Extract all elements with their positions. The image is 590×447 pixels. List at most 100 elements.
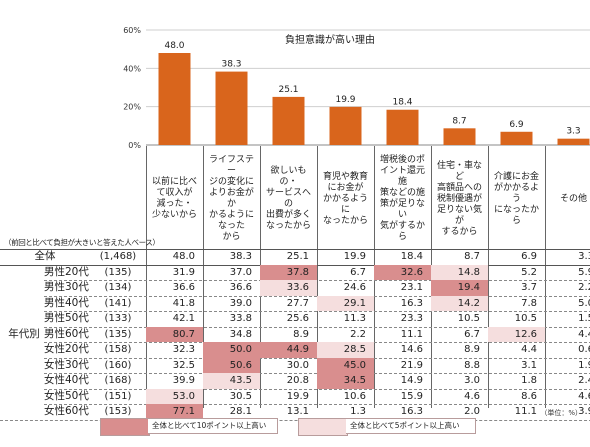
table-cell: 32.5 [172, 359, 195, 371]
row-separator [44, 326, 590, 328]
table-cell: 28.1 [229, 406, 252, 417]
column-header-line: その他 [559, 193, 587, 204]
table-cell: 27.7 [286, 297, 309, 309]
table-cell: 2.2 [350, 328, 366, 340]
column-header-line: がかかるよう [493, 182, 539, 204]
table-cell: 38.3 [229, 251, 252, 262]
table-cell: 30.0 [286, 359, 309, 371]
column-divider [488, 146, 489, 408]
y-tick-label: 20% [123, 103, 141, 112]
bar [443, 128, 476, 145]
table-cell: 1.5 [578, 313, 590, 324]
bar [329, 106, 362, 145]
table-cell: 6.9 [521, 251, 537, 262]
group-label: 年代別 [8, 328, 40, 340]
table-cell: 13.1 [286, 406, 309, 417]
table-cell: 25.1 [286, 251, 309, 262]
row-separator [44, 388, 590, 390]
table-cell: 14.2 [431, 295, 488, 311]
column-header-line: 出費が多く [265, 210, 311, 220]
bar [215, 71, 248, 145]
table-cell: 8.8 [464, 359, 480, 371]
sample-size: (1,468) [99, 251, 137, 262]
bar [158, 53, 191, 145]
row-label: 女性30代 [44, 358, 89, 371]
table-cell: 34.8 [229, 328, 252, 340]
table-cell: 4.6 [578, 390, 590, 402]
table-cell: 2.0 [464, 406, 480, 417]
table-cell: 5.2 [521, 266, 537, 278]
row-label: 男性30代 [44, 281, 89, 293]
table-cell: 39.9 [172, 375, 195, 386]
bar [557, 138, 590, 145]
table-cell: 53.0 [146, 388, 203, 404]
table-row: 女性30代 (160) 32.5 50.6 30.0 45.0 21.9 8.8 3.1 1.9 [0, 357, 590, 373]
column-header-line: 税制優遇が [436, 193, 482, 204]
table-cell: 2.2 [578, 282, 590, 293]
column-header: 欲しいもの・ サービスへの 出費が多く なったから [260, 162, 317, 236]
table-cell: 4.4 [578, 328, 590, 340]
column-divider [203, 146, 204, 408]
row-label: 男性20代 [44, 265, 89, 278]
data-label: 3.3 [566, 127, 580, 137]
table-cell: 3.7 [521, 282, 537, 293]
base-note: （前回と比べて負担が大きいと答えた人ベース） [4, 238, 160, 247]
table-cell: 14.8 [431, 264, 488, 280]
table-row: 男性20代 (135) 31.9 37.0 37.8 6.7 32.614.8 5.2 5.9 [0, 264, 590, 280]
column-header-line: なったから [322, 215, 368, 226]
table-cell: 10.5 [514, 313, 537, 324]
table-cell: 39.0 [229, 297, 252, 309]
table-cell: 32.3 [172, 344, 195, 355]
table-cell: 16.3 [400, 297, 423, 309]
column-header-line: 介護にお金 [493, 171, 539, 182]
column-header-line: 高額品への [436, 182, 482, 193]
column-header-line: かるように [208, 210, 254, 220]
table-cell: 36.6 [229, 282, 252, 293]
table-row: 男性60代 (135) 80.7 34.8 8.9 2.2 11.1 6.7 12.6 4.4 [0, 326, 590, 342]
table-row: 男性30代 (134) 36.6 36.6 33.6 24.6 23.1 19.4 3.7 2.2 [0, 280, 590, 296]
row-separator [44, 280, 590, 281]
row-label: 女性40代 [44, 374, 89, 386]
table-cell: 1.8 [521, 375, 537, 386]
table-row: 女性40代 (168) 39.9 43.5 20.8 34.5 14.9 3.0 1.8 2.4 [0, 373, 590, 389]
table-cell: 8.7 [464, 251, 480, 262]
column-header: ライフステー ジの変化に よりお金がか かるように なった から [203, 155, 260, 242]
row-label: 男性50代 [44, 312, 89, 324]
column-header-line: イント還元施 [379, 166, 425, 187]
table-cell: 0.6 [578, 344, 590, 355]
table-cell: 30.5 [229, 390, 252, 402]
table-cell: 8.9 [293, 328, 309, 340]
table-cell: 1.9 [578, 359, 590, 371]
table-cell: 10.6 [343, 390, 366, 402]
legend-swatch [298, 418, 348, 436]
column-header-line: ライフステー [208, 155, 254, 176]
data-label: 19.9 [335, 95, 355, 105]
table-cell: 3.3 [578, 251, 590, 262]
chart-title: 負担意識が高い理由 [285, 33, 375, 46]
table-cell: 29.1 [317, 295, 374, 311]
table-row: 男性50代 (133) 42.1 33.8 25.6 11.3 23.3 10.5 10.5 1.… [0, 311, 590, 327]
table-row: 女性60代 (153) 77.1 28.1 13.1 1.3 16.3 2.0 11.1 3.9 [0, 404, 590, 420]
table-cell: 34.5 [317, 373, 374, 389]
y-axis: 0% 20% 40% 60% [123, 26, 141, 150]
table-cell: 11.1 [400, 328, 423, 340]
y-tick-label: 0% [128, 141, 141, 150]
column-header-line: なったから [265, 221, 311, 231]
sample-size: (135) [104, 266, 132, 278]
row-label: 女性20代 [44, 343, 89, 355]
sample-size: (134) [104, 282, 132, 293]
table-cell: 24.6 [343, 282, 366, 293]
row-separator [0, 419, 590, 421]
table-cell: 3.1 [521, 359, 537, 371]
table-cell: 48.0 [172, 251, 195, 262]
column-header-line: 足りない気が [436, 204, 482, 226]
table-cell: 37.0 [229, 266, 252, 278]
column-header-line: 住宅・車など [436, 160, 482, 182]
table-cell: 20.8 [286, 375, 309, 386]
sample-size: (168) [104, 375, 132, 386]
table-row: 女性20代 (158) 32.3 50.044.928.5 14.6 8.9 4.4 0.6 [0, 342, 590, 358]
table-cell: 4.4 [521, 344, 537, 355]
y-tick-label: 40% [123, 64, 141, 73]
table-cell: 4.6 [464, 390, 480, 402]
table-cell: 45.0 [317, 357, 374, 373]
